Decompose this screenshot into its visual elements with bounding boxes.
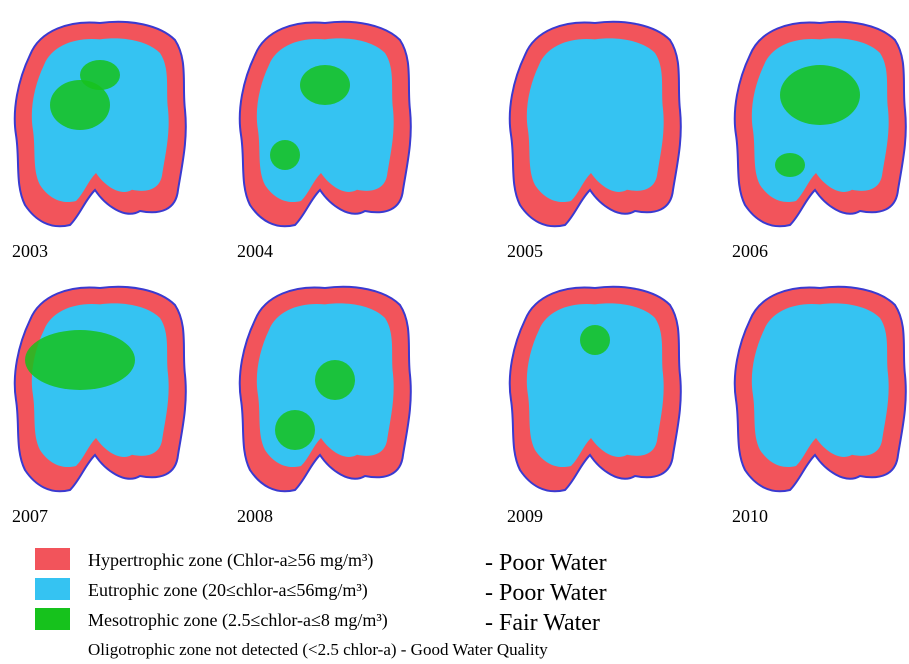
lake-map <box>240 287 411 492</box>
legend-label: Eutrophic zone (20≤chlor-a≤56mg/m³) <box>88 580 368 601</box>
mesotrophic-patch <box>580 325 610 355</box>
lake-map <box>735 287 906 492</box>
year-label: 2005 <box>507 241 543 261</box>
year-label: 2010 <box>732 506 768 526</box>
legend-swatch <box>35 548 70 570</box>
legend-label: Mesotrophic zone (2.5≤chlor-a≤8 mg/m³) <box>88 610 388 631</box>
mesotrophic-patch <box>80 60 120 90</box>
year-label: 2004 <box>237 241 273 261</box>
mesotrophic-patch <box>275 410 315 450</box>
mesotrophic-patch <box>780 65 860 125</box>
eutrophic-area <box>257 38 394 202</box>
legend-swatch <box>35 578 70 600</box>
note: Oligotrophic zone not detected (<2.5 chl… <box>88 640 548 659</box>
year-label: 2009 <box>507 506 543 526</box>
legend: Hypertrophic zone (Chlor-a≥56 mg/m³) - Po… <box>35 548 607 636</box>
eutrophic-area <box>752 303 889 467</box>
lake-map <box>240 22 411 227</box>
year-label: 2006 <box>732 241 768 261</box>
lake-map <box>510 22 681 227</box>
mesotrophic-patch <box>315 360 355 400</box>
lake-map <box>735 22 906 227</box>
legend-swatch <box>35 608 70 630</box>
legend-quality: - Fair Water <box>485 610 600 636</box>
figure: 2003 2004 2005 2006 2007 2008 2009 2010 Hypertr… <box>0 0 909 659</box>
legend-label: Hypertrophic zone (Chlor-a≥56 mg/m³) <box>88 550 373 571</box>
lake-map <box>510 287 681 492</box>
legend-quality: - Poor Water <box>485 550 607 576</box>
lake-map <box>15 22 186 227</box>
mesotrophic-patch <box>25 330 135 390</box>
panels: 2003 2004 2005 2006 2007 2008 2009 2010 <box>12 22 906 526</box>
year-label: 2008 <box>237 506 273 526</box>
lake-map <box>15 287 186 492</box>
eutrophic-area <box>527 38 664 202</box>
mesotrophic-patch <box>775 153 805 177</box>
year-label: 2003 <box>12 241 48 261</box>
legend-quality: - Poor Water <box>485 580 607 606</box>
mesotrophic-patch <box>270 140 300 170</box>
year-label: 2007 <box>12 506 48 526</box>
mesotrophic-patch <box>300 65 350 105</box>
